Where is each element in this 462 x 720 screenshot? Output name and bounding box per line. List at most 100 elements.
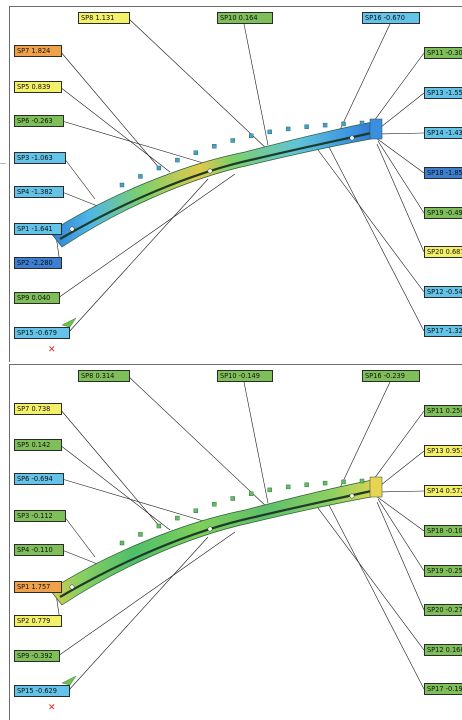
point-label-sp14[interactable]: SP14 0.572 <box>424 485 462 497</box>
part-hole <box>69 226 75 232</box>
point-label-sp7[interactable]: SP7 0.738 <box>14 403 62 415</box>
point-label-sp14[interactable]: SP14 -1.432 <box>424 127 462 139</box>
part-hole <box>349 493 355 499</box>
leader-line <box>57 531 236 657</box>
point-label-sp8[interactable]: SP8 1.131 <box>78 12 130 24</box>
point-label-sp11[interactable]: SP11 -0.306 <box>424 47 462 59</box>
point-label-sp3[interactable]: SP3 -0.112 <box>14 510 66 522</box>
part-3d-view[interactable]: ✕ <box>10 365 462 720</box>
callout-lines-layer <box>55 17 425 334</box>
point-label-sp2[interactable]: SP2 -2.280 <box>14 257 62 269</box>
leader-line <box>59 50 161 170</box>
point-label-sp6[interactable]: SP6 -0.694 <box>14 473 64 485</box>
leader-line <box>375 495 425 532</box>
leader-line <box>376 501 425 611</box>
point-label-sp19[interactable]: SP19 -0.496 <box>424 207 462 219</box>
point-label-sp9[interactable]: SP9 0.040 <box>14 292 60 304</box>
leader-line <box>61 120 211 166</box>
point-label-sp17[interactable]: SP17 -1.323 <box>424 325 462 337</box>
part-tooth <box>359 478 365 484</box>
part-groove <box>59 129 381 240</box>
part-tooth <box>249 133 254 138</box>
leader-line <box>67 178 209 334</box>
part-3d-view[interactable]: ✕ <box>10 7 462 362</box>
leader-line <box>127 17 269 151</box>
part-tooth <box>304 124 309 129</box>
part-body[interactable] <box>49 120 383 248</box>
point-label-sp8[interactable]: SP8 0.314 <box>78 370 130 382</box>
leader-line <box>370 410 425 484</box>
point-label-sp15[interactable]: SP15 -0.629 <box>14 685 70 697</box>
part-tooth <box>267 129 272 135</box>
analysis-panel-top[interactable]: ✕ SP8 1.131 SP10 0.164 SP16 -0.670 SP7 1.82… <box>9 6 462 362</box>
part-tooth <box>230 138 235 143</box>
point-label-sp13[interactable]: SP13 -1.551 <box>424 87 462 99</box>
point-label-sp2[interactable]: SP2 0.779 <box>14 615 62 627</box>
leader-line <box>59 444 171 531</box>
analysis-panel-bottom[interactable]: ✕ SP8 0.314 SP10 -0.149 SP16 -0.239 SP7 0.7… <box>9 364 462 720</box>
leader-line <box>376 132 425 135</box>
point-label-sp18[interactable]: SP18 -1.852 <box>424 167 462 179</box>
point-label-sp6[interactable]: SP6 -0.263 <box>14 115 64 127</box>
gutter-divider <box>0 163 6 164</box>
leader-line <box>327 502 425 690</box>
point-label-sp15[interactable]: SP15 -0.679 <box>14 327 70 339</box>
datum-arrow-icon <box>61 317 77 328</box>
point-label-sp16[interactable]: SP16 -0.239 <box>362 370 420 382</box>
part-tooth <box>156 165 162 171</box>
leader-line <box>377 498 425 572</box>
part-tooth <box>304 482 309 487</box>
point-label-sp16[interactable]: SP16 -0.670 <box>362 12 420 24</box>
part-tooth <box>156 523 162 529</box>
point-label-sp4[interactable]: SP4 -0.110 <box>14 544 64 556</box>
point-label-sp11[interactable]: SP11 0.250 <box>424 405 462 417</box>
point-label-sp12[interactable]: SP12 -0.541 <box>424 286 462 298</box>
part-tooth <box>193 150 199 155</box>
leader-line <box>59 86 171 173</box>
point-label-sp20[interactable]: SP20 -0.271 <box>424 604 462 616</box>
point-label-sp4[interactable]: SP4 -1.382 <box>14 186 64 198</box>
point-label-sp12[interactable]: SP12 0.168 <box>424 644 462 656</box>
part-tooth <box>175 157 180 163</box>
leader-line <box>243 381 269 504</box>
leader-line <box>63 515 96 558</box>
part-hole <box>207 168 213 174</box>
point-label-sp1[interactable]: SP1 1.757 <box>14 581 62 593</box>
point-label-sp13[interactable]: SP13 0.951 <box>424 445 462 457</box>
leader-line <box>127 375 269 509</box>
point-label-sp18[interactable]: SP18 -0.108 <box>424 525 462 537</box>
point-label-sp20[interactable]: SP20 0.687 <box>424 246 462 258</box>
part-tooth <box>175 515 180 521</box>
point-label-sp10[interactable]: SP10 -0.149 <box>217 370 273 382</box>
point-label-sp5[interactable]: SP5 0.839 <box>14 81 62 93</box>
leader-line <box>376 490 425 493</box>
leader-line <box>243 23 269 146</box>
part-tooth <box>341 479 346 485</box>
point-label-sp19[interactable]: SP19 -0.253 <box>424 565 462 577</box>
leader-line <box>377 140 425 214</box>
part-tooth <box>230 496 235 501</box>
part-tooth <box>322 480 328 486</box>
leader-line <box>314 145 425 293</box>
part-body[interactable] <box>49 478 383 606</box>
part-tooth <box>212 143 217 149</box>
point-label-sp1[interactable]: SP1 -1.641 <box>14 223 62 235</box>
point-label-sp9[interactable]: SP9 -0.392 <box>14 650 60 662</box>
leader-line <box>63 157 96 200</box>
point-label-sp17[interactable]: SP17 -0.190 <box>424 683 462 695</box>
part-tooth <box>119 182 125 188</box>
leader-line <box>376 143 425 253</box>
leader-line <box>375 450 425 490</box>
leader-line <box>59 408 161 528</box>
leader-line <box>314 503 425 651</box>
point-label-sp3[interactable]: SP3 -1.063 <box>14 152 66 164</box>
point-label-sp5[interactable]: SP5 0.142 <box>14 439 62 451</box>
part-tooth <box>285 484 291 490</box>
part-tooth <box>193 508 199 513</box>
leader-line <box>327 144 425 332</box>
part-end-cap <box>369 118 383 140</box>
part-tooth <box>119 540 125 546</box>
point-label-sp7[interactable]: SP7 1.824 <box>14 45 62 57</box>
part-end-cap <box>369 476 383 498</box>
point-label-sp10[interactable]: SP10 0.164 <box>217 12 273 24</box>
